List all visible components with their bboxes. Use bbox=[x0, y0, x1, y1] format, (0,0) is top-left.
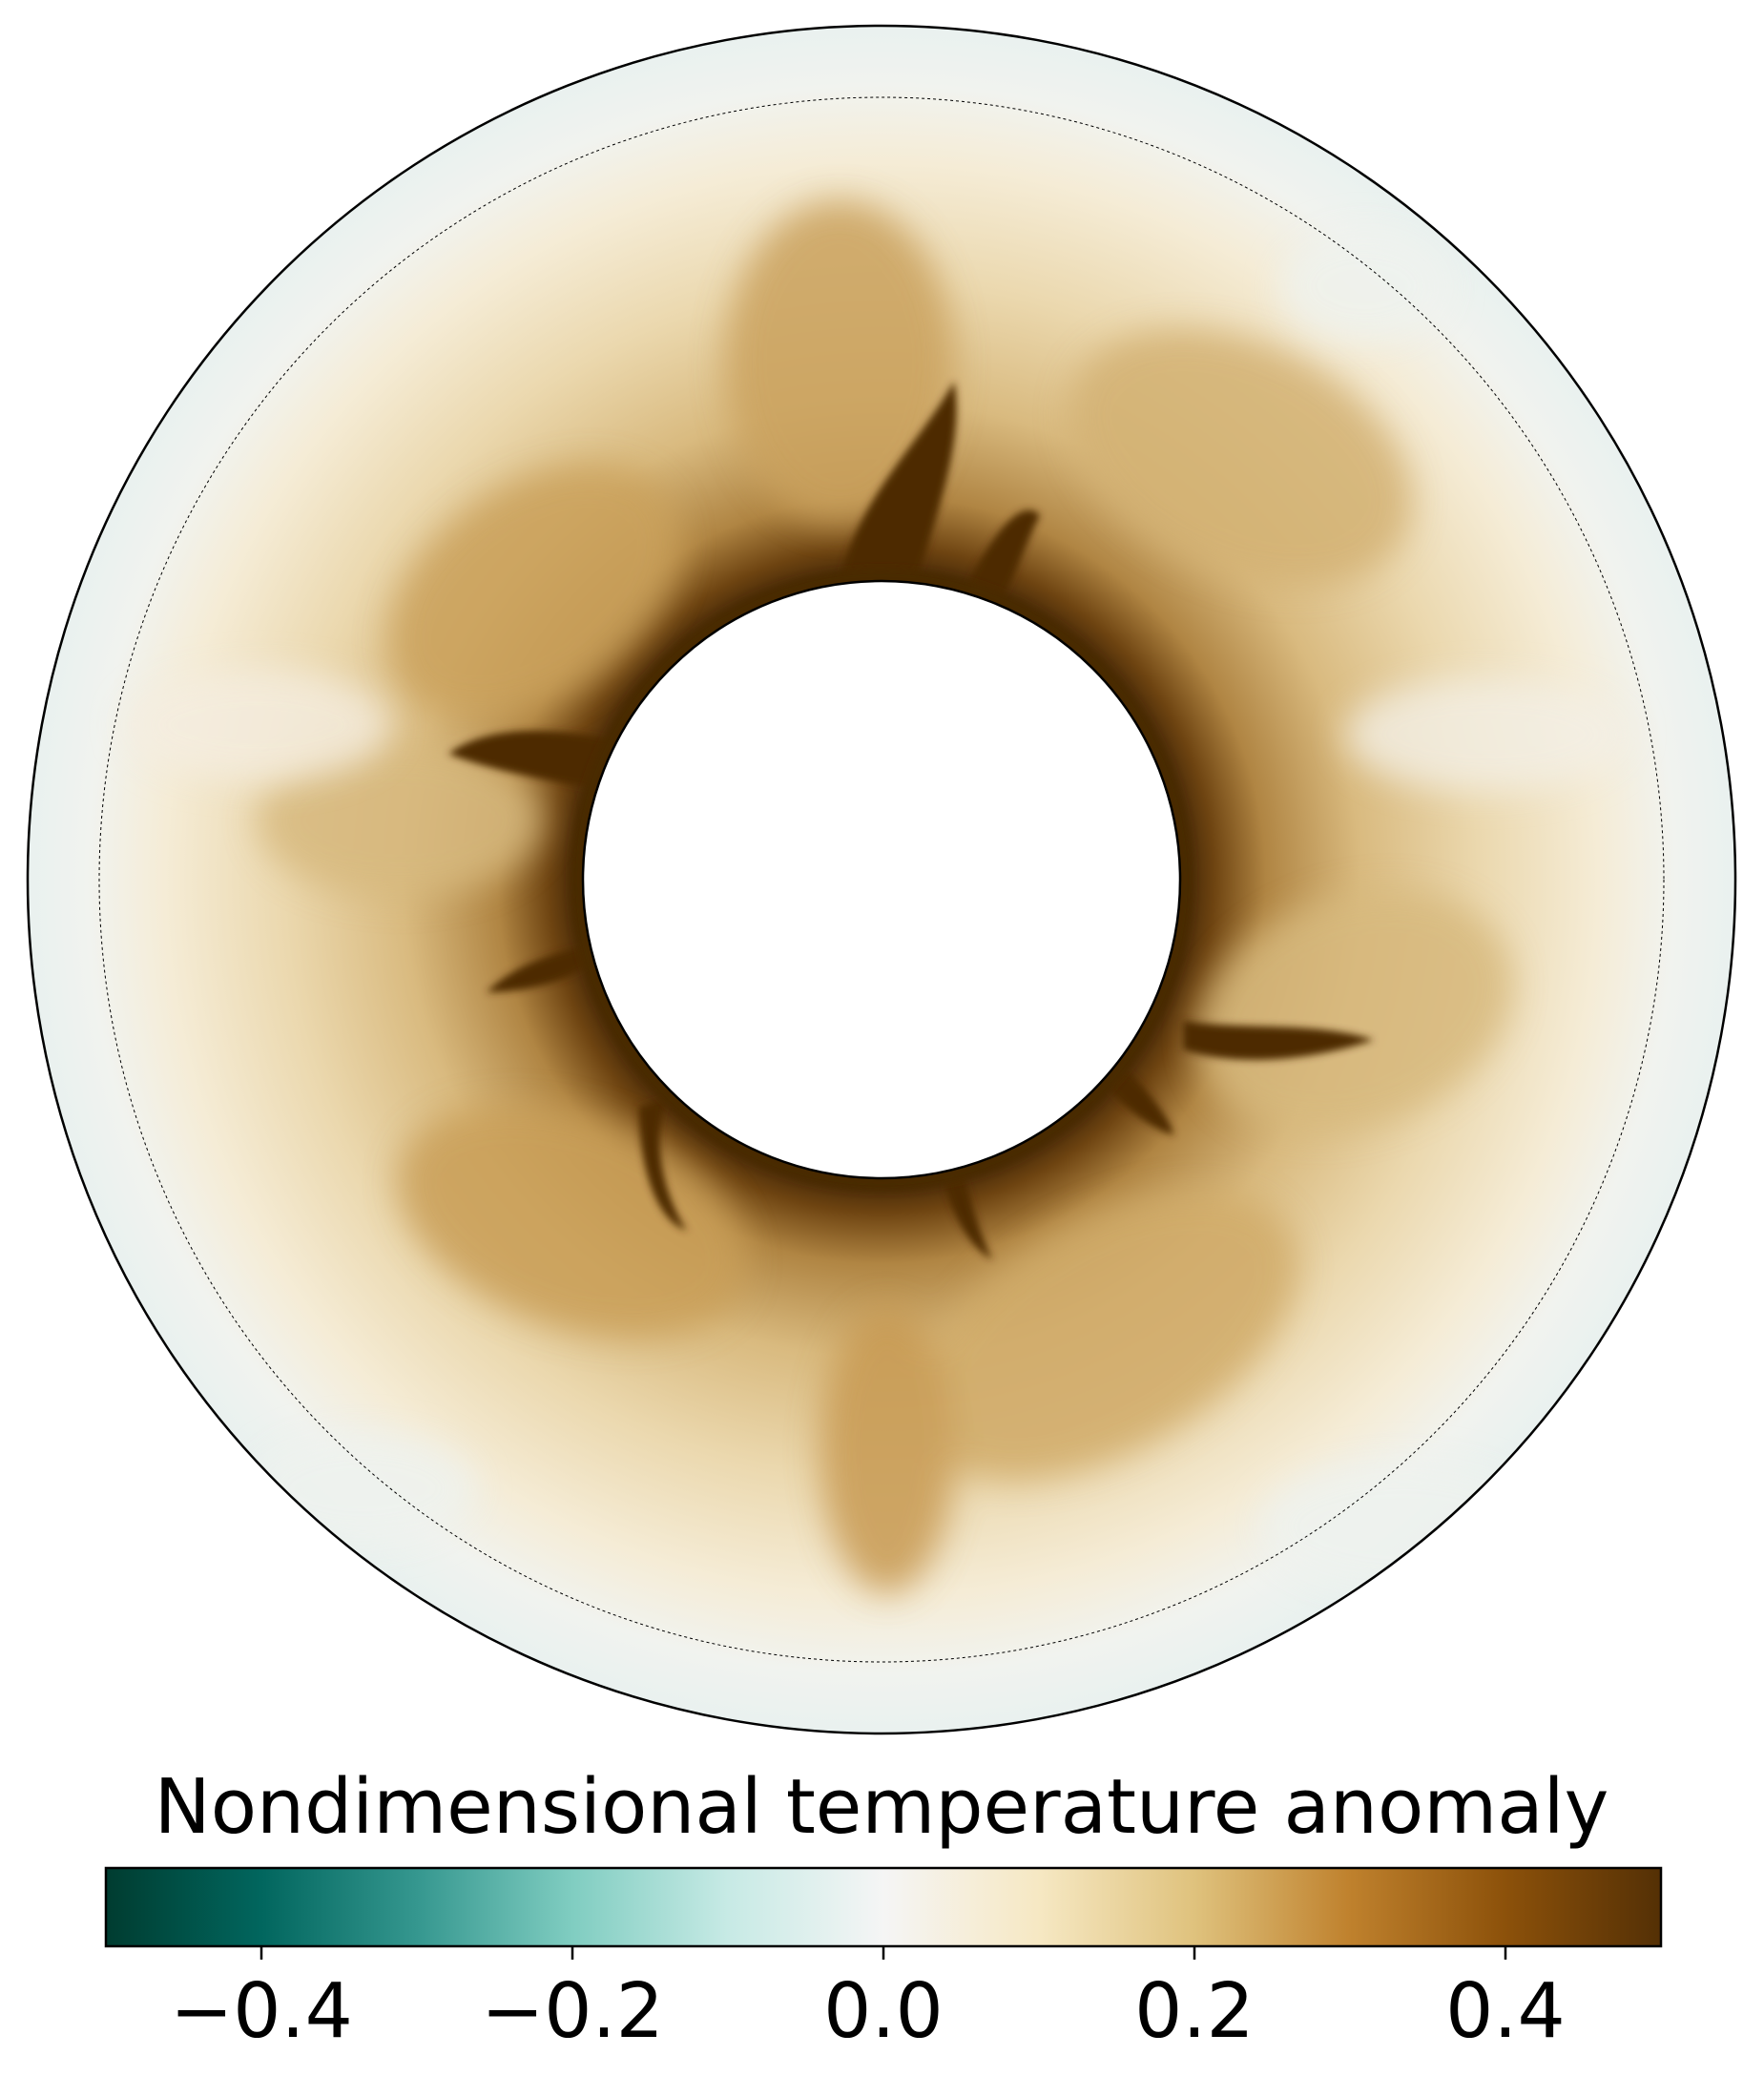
light-streaks bbox=[124, 229, 1631, 1593]
colorbar bbox=[104, 1866, 1663, 1948]
outer-boundary bbox=[26, 24, 1737, 1735]
colorbar-ticks: −0.4 −0.2 0.0 0.2 0.4 bbox=[170, 1946, 1566, 2055]
colorbar-label: Nondimensional temperature anomaly bbox=[155, 1763, 1609, 1851]
colorbar-tick-label-2: 0.0 bbox=[823, 1967, 944, 2055]
colorbar-tick-label-0: −0.4 bbox=[170, 1967, 353, 2055]
colorbar-tick-label-4: 0.4 bbox=[1445, 1967, 1566, 2055]
colorbar-tick-label-1: −0.2 bbox=[481, 1967, 664, 2055]
plume-roots bbox=[448, 382, 1374, 1259]
convection-lobes bbox=[258, 200, 1512, 1593]
reference-dashed-circle bbox=[98, 96, 1665, 1663]
colorbar-tick-label-3: 0.2 bbox=[1134, 1967, 1255, 2055]
inner-core bbox=[581, 579, 1182, 1180]
